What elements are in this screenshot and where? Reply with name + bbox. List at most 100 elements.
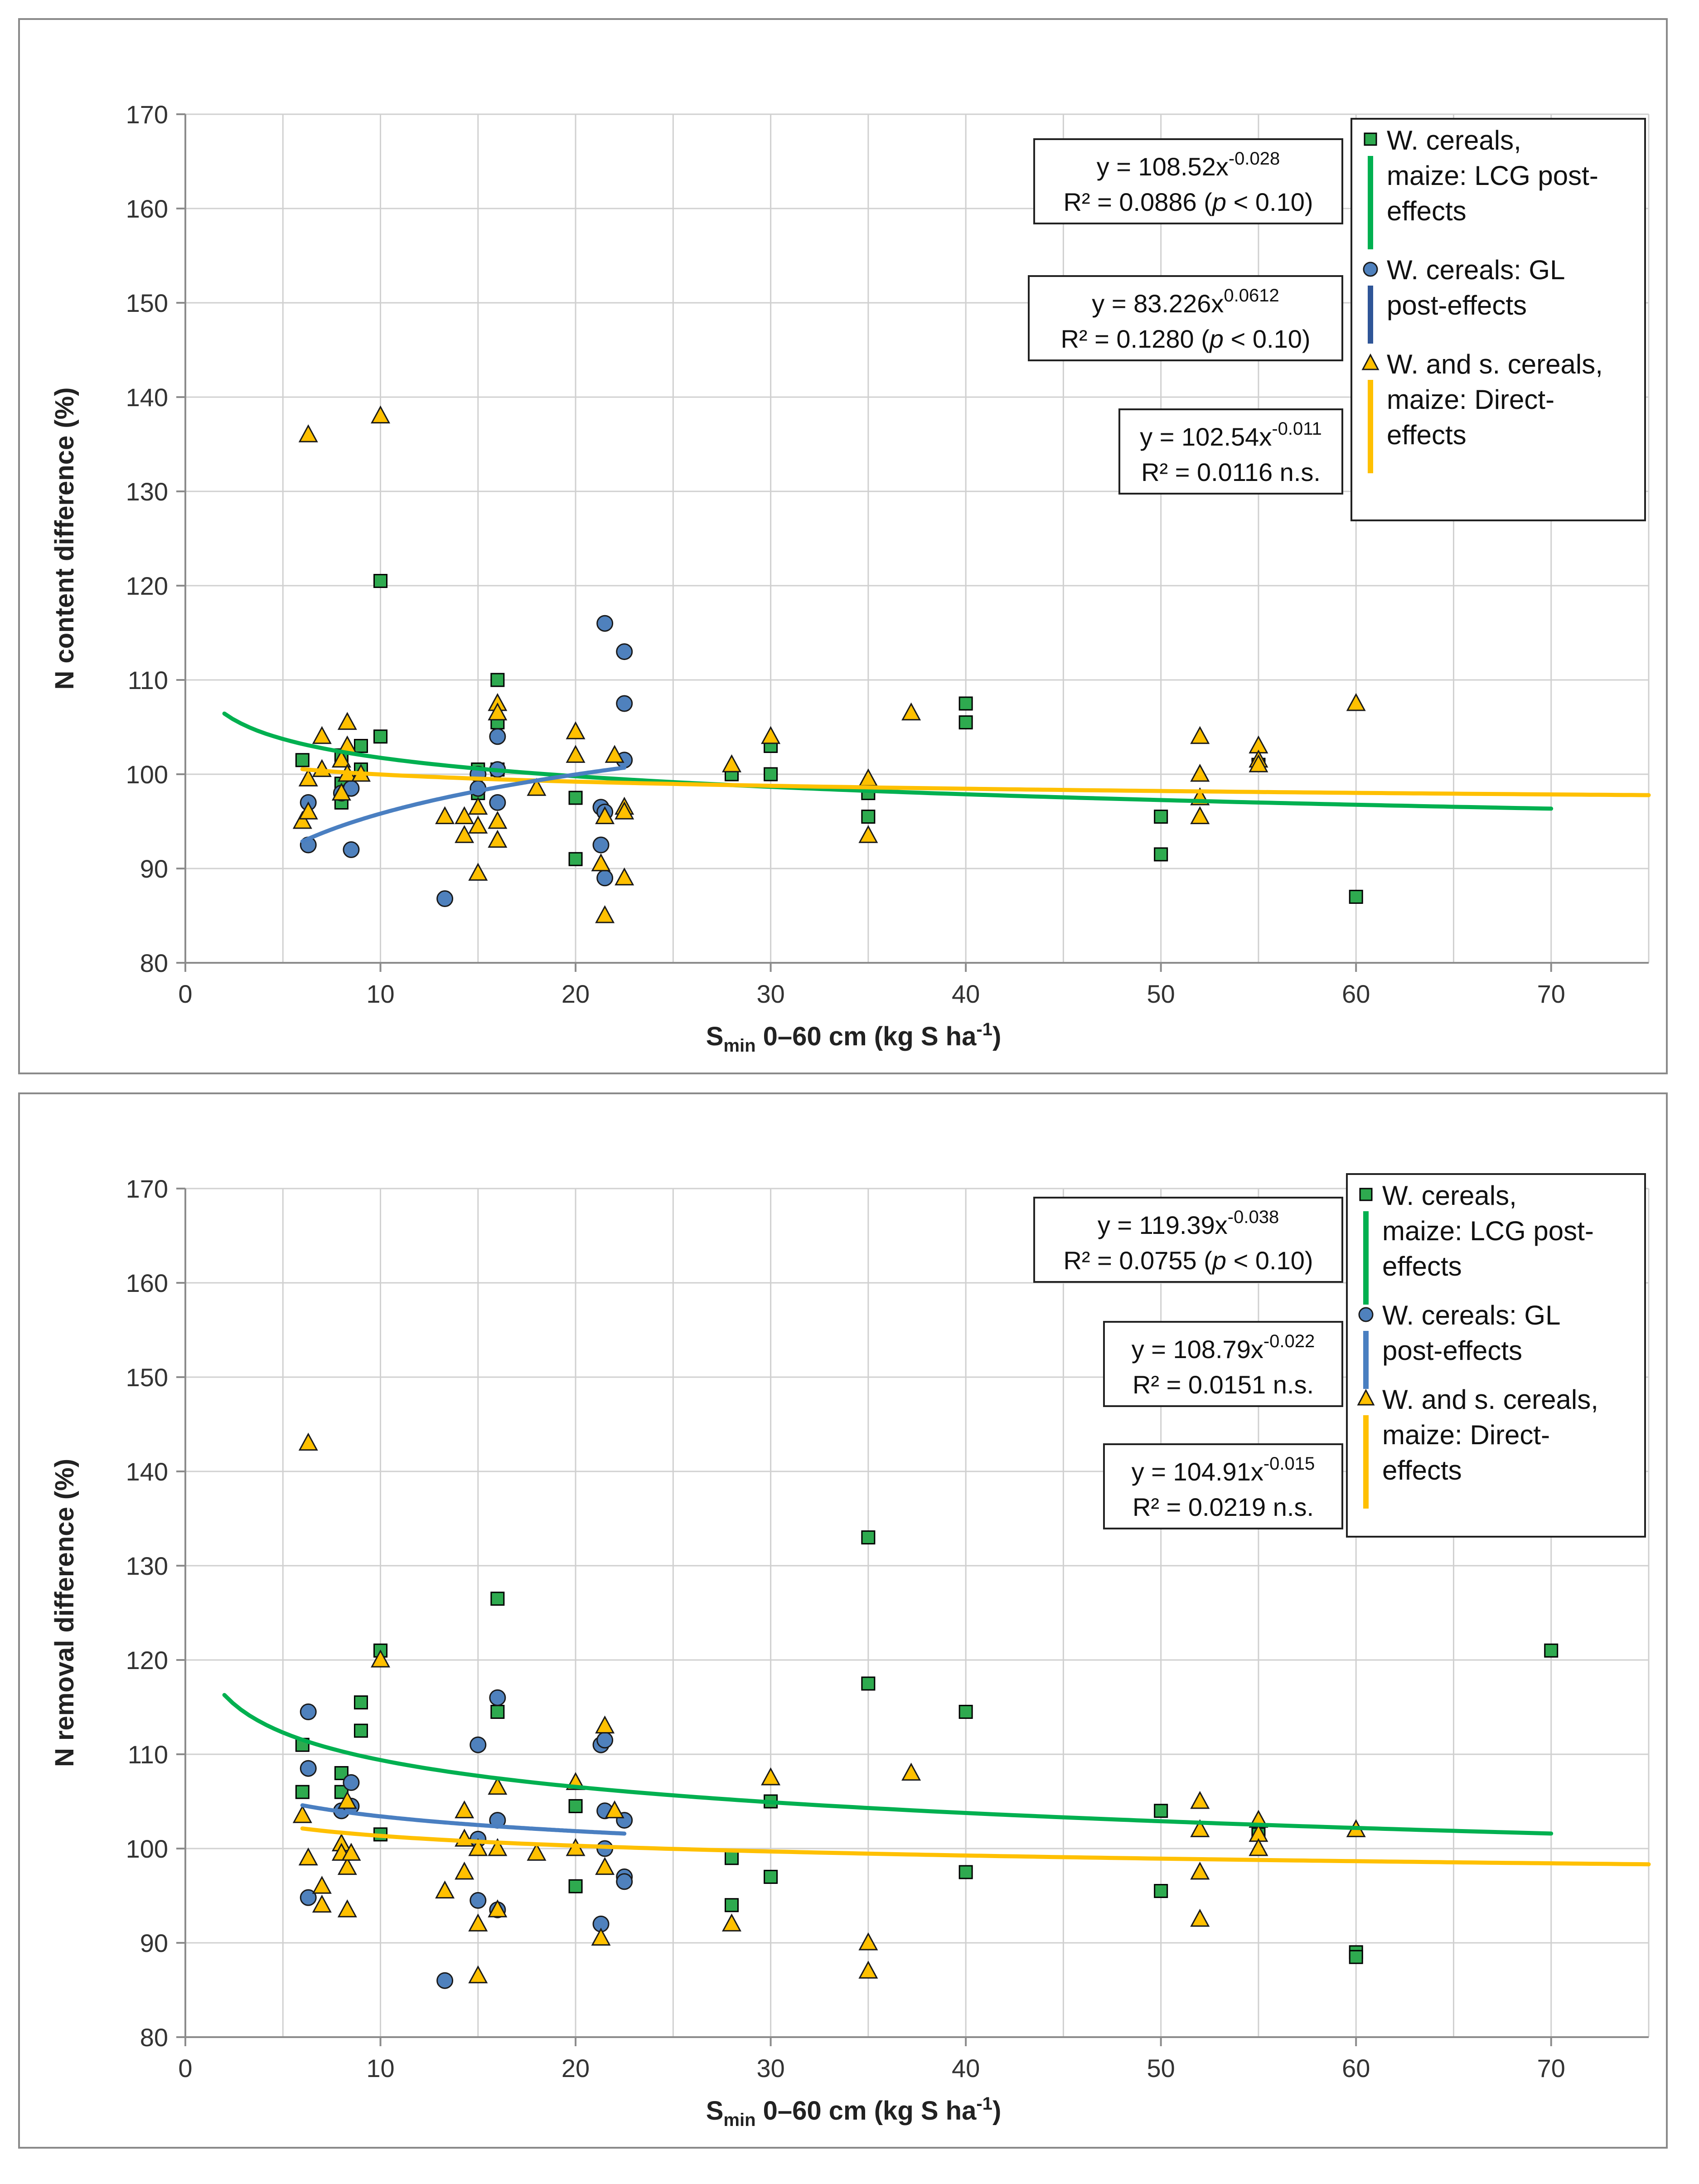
data-point-triangle (337, 1791, 357, 1809)
data-point-square (568, 1879, 583, 1893)
legend-line-triangle (1363, 1415, 1369, 1509)
y-tick-label: 130 (126, 477, 168, 506)
data-point-square (373, 729, 388, 744)
y-tick-label: 130 (126, 1552, 168, 1580)
legend-label-square: W. cereals, (1387, 125, 1521, 155)
equation-box-triangle: y = 104.91x-0.015 R² = 0.0219 n.s. (1103, 1443, 1343, 1529)
y-tick-label: 110 (128, 1740, 168, 1769)
legend-line-square (1363, 1211, 1369, 1305)
x-axis-title-subscript: min (723, 1036, 755, 1056)
data-point-triangle (468, 863, 488, 881)
x-axis-title-rest: 0–60 cm (kg S ha (756, 1022, 977, 1051)
fit-curve-square (222, 1693, 1554, 1836)
data-point-square (764, 1869, 778, 1884)
equation-exponent: -0.011 (1272, 419, 1321, 439)
data-point-triangle (488, 830, 508, 848)
data-point-triangle (455, 806, 474, 825)
data-point-square (861, 1676, 876, 1691)
equation-main: y = 108.52x (1097, 152, 1229, 181)
data-point-circle (300, 1703, 317, 1720)
r2-main: R² = 0.0219 n.s. (1133, 1493, 1314, 1521)
data-point-square (353, 1695, 368, 1710)
data-point-triangle (337, 1857, 357, 1875)
x-axis-title-end: ) (992, 2096, 1001, 2126)
y-tick-label: 150 (126, 1363, 168, 1392)
equation-text: y = 119.39x-0.038 (1098, 1207, 1279, 1239)
x-axis-title-rest: 0–60 cm (kg S ha (756, 2096, 977, 2126)
y-tick-label: 90 (140, 1929, 168, 1957)
x-tick-label: 70 (1537, 2054, 1565, 2082)
data-point-triangle (455, 1800, 474, 1819)
data-point-triangle (298, 801, 318, 820)
legend-label-square: effects (1382, 1251, 1462, 1281)
data-point-triangle (312, 1876, 332, 1894)
data-point-triangle (721, 754, 742, 772)
y-tick-label: 160 (126, 194, 168, 223)
x-tick-label: 10 (366, 2054, 394, 2082)
r2-p-symbol: p (1211, 188, 1226, 216)
data-point-triangle (331, 749, 351, 768)
r2-text: R² = 0.1280 (p < 0.10) (1060, 325, 1310, 353)
data-point-triangle (468, 1965, 488, 1984)
legend-frame (1350, 118, 1646, 521)
data-point-square (1154, 810, 1168, 824)
data-point-square (353, 739, 368, 753)
fit-curve-triangle (300, 1826, 1651, 1867)
r2-threshold: < 0.10) (1226, 188, 1313, 216)
data-point-circle (470, 1736, 487, 1753)
data-point-triangle (468, 1838, 488, 1856)
data-point-circle (596, 869, 614, 887)
r2-text: R² = 0.0116 n.s. (1141, 458, 1321, 486)
equation-text: y = 83.226x0.0612 (1092, 286, 1279, 318)
data-point-triangle (331, 782, 351, 801)
data-point-triangle (858, 825, 878, 843)
equation-exponent: -0.028 (1229, 149, 1280, 169)
data-point-square (490, 1592, 505, 1606)
data-point-triangle (858, 1932, 878, 1951)
data-point-triangle (1190, 806, 1210, 825)
legend-label-circle: post-effects (1382, 1335, 1522, 1366)
data-point-square (1154, 1884, 1168, 1898)
data-point-triangle (292, 1805, 312, 1823)
y-tick-label: 120 (126, 572, 168, 600)
data-point-circle (470, 1892, 487, 1909)
legend-label-circle: post-effects (1387, 290, 1527, 320)
data-point-triangle (761, 1767, 781, 1786)
r2-text: R² = 0.0219 n.s. (1133, 1493, 1314, 1521)
data-point-triangle (292, 811, 312, 829)
x-tick-label: 0 (178, 2054, 192, 2082)
r2-main: R² = 0.0886 ( (1063, 188, 1212, 216)
data-point-triangle (312, 726, 332, 744)
x-tick-label: 70 (1537, 980, 1565, 1008)
r2-p-symbol: p (1211, 1246, 1226, 1275)
data-point-triangle (312, 1894, 332, 1913)
data-point-square (958, 715, 973, 730)
data-point-square (764, 767, 778, 781)
equation-box-square: y = 119.39x-0.038 R² = 0.0755 (p < 0.10) (1033, 1197, 1343, 1283)
legend-label-triangle: effects (1387, 420, 1467, 450)
fit-curves (222, 711, 1651, 844)
legend-label-square: maize: LCG post- (1382, 1216, 1594, 1246)
legend-label-triangle: effects (1382, 1455, 1462, 1485)
data-point-triangle (1249, 754, 1268, 772)
legend-marker-circle (1358, 1307, 1374, 1322)
equation-main: y = 119.39x (1098, 1211, 1228, 1239)
data-point-square (568, 791, 583, 805)
data-point-square (724, 1898, 739, 1912)
equation-box-triangle: y = 102.54x-0.011 R² = 0.0116 n.s. (1118, 408, 1343, 495)
data-point-triangle (455, 825, 474, 843)
x-axis-title-end: ) (992, 1022, 1001, 1051)
data-point-triangle (455, 1861, 474, 1880)
data-point-triangle (1249, 1838, 1268, 1856)
data-point-circle (616, 643, 633, 660)
x-tick-label: 0 (178, 980, 192, 1008)
data-point-triangle (605, 745, 624, 763)
equation-main: y = 83.226x (1092, 289, 1224, 318)
data-point-triangle (1190, 1861, 1210, 1880)
data-point-circle (300, 1889, 317, 1906)
r2-main: R² = 0.0755 ( (1063, 1246, 1212, 1275)
data-point-circle (436, 890, 454, 908)
data-point-triangle (488, 1776, 508, 1795)
data-point-triangle (488, 702, 508, 721)
x-axis-title-main: S (706, 2096, 724, 2126)
